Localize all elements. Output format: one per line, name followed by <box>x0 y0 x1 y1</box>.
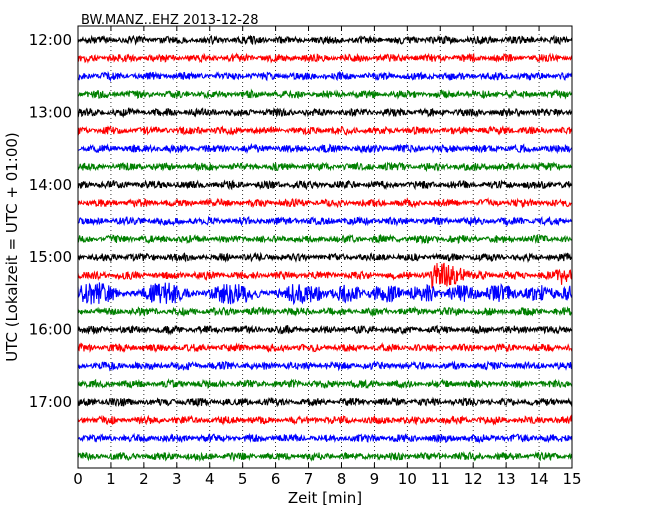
trace-1415 <box>78 199 572 207</box>
trace-1445 <box>78 235 572 243</box>
x-tick-label: 3 <box>172 470 182 488</box>
x-tick-label: 14 <box>530 470 549 488</box>
trace-1530 <box>78 282 572 304</box>
x-tick-label: 6 <box>271 470 281 488</box>
trace-1615 <box>78 344 572 352</box>
trace-1245 <box>78 90 572 98</box>
trace-1215 <box>78 54 572 62</box>
x-tick-label: 15 <box>562 470 581 488</box>
y-tick-label: 16:00 <box>29 321 72 339</box>
y-tick-label: 17:00 <box>29 393 72 411</box>
trace-1300 <box>78 108 572 116</box>
trace-1345 <box>78 163 572 171</box>
y-tick-label: 12:00 <box>29 31 72 49</box>
trace-1730 <box>78 434 572 442</box>
trace-1230 <box>78 72 572 80</box>
x-tick-label: 1 <box>106 470 116 488</box>
trace-1645 <box>78 380 572 388</box>
trace-1745 <box>78 452 572 460</box>
x-tick-label: 11 <box>431 470 450 488</box>
trace-1630 <box>78 362 572 370</box>
trace-1515 <box>78 263 572 288</box>
x-tick-label: 4 <box>205 470 215 488</box>
x-tick-label: 8 <box>337 470 347 488</box>
x-tick-label: 5 <box>238 470 248 488</box>
x-tick-label: 13 <box>497 470 516 488</box>
seismogram-traces <box>78 36 572 460</box>
x-tick-label: 10 <box>398 470 417 488</box>
trace-1315 <box>78 127 572 135</box>
trace-1200 <box>78 36 572 44</box>
trace-1500 <box>78 253 572 261</box>
trace-1715 <box>78 416 572 424</box>
trace-1600 <box>78 326 572 334</box>
y-axis-label: UTC (Lokalzeit = UTC + 01:00) <box>3 132 21 362</box>
trace-1545 <box>78 308 572 316</box>
trace-1430 <box>78 217 572 225</box>
trace-1700 <box>78 398 572 406</box>
x-tick-label: 9 <box>370 470 380 488</box>
x-axis-label: Zeit [min] <box>288 489 362 507</box>
x-tick-label: 0 <box>73 470 83 488</box>
y-tick-label: 14:00 <box>29 176 72 194</box>
x-tick-label: 7 <box>304 470 314 488</box>
y-tick-label: 15:00 <box>29 248 72 266</box>
y-tick-label: 13:00 <box>29 103 72 121</box>
trace-1330 <box>78 145 572 153</box>
x-tick-label: 2 <box>139 470 149 488</box>
x-tick-label: 12 <box>464 470 483 488</box>
trace-1400 <box>78 181 572 189</box>
